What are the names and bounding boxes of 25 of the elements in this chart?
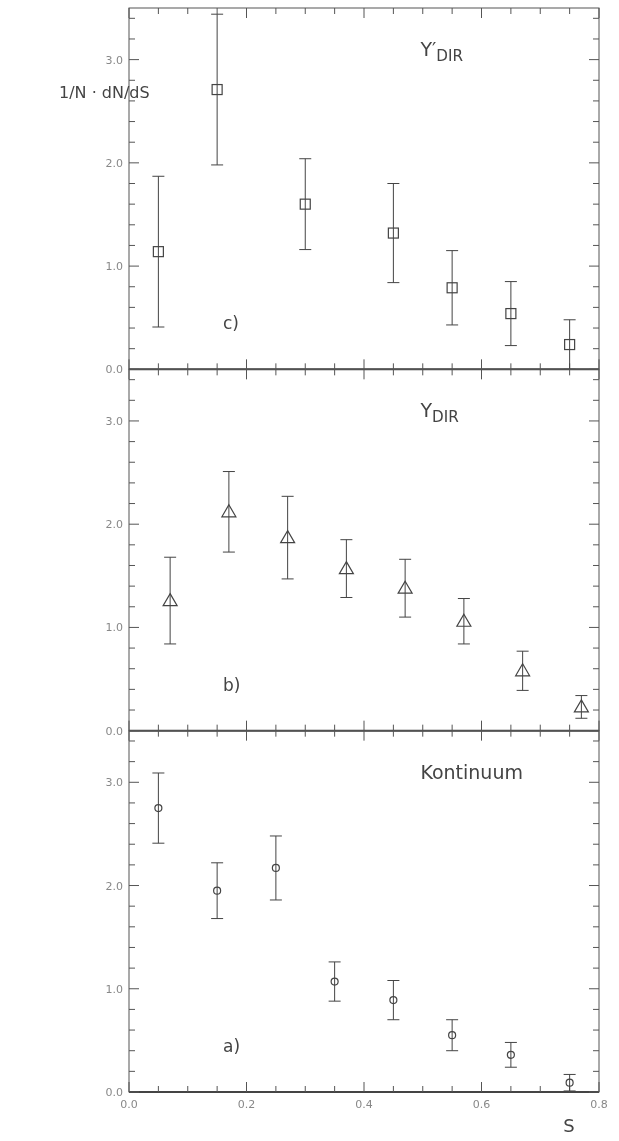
y-tick-label: 0.0 [105,1086,123,1099]
y-tick-label: 0.0 [105,724,123,738]
y-tick-label: 3.0 [105,53,123,67]
annotation: a) [223,1036,241,1056]
text: Υ′$_{DIR}$ [419,38,464,66]
y-tick-label: 1.0 [105,621,123,635]
y-tick-label: 3.0 [105,776,123,790]
y-tick-label: 1.0 [105,260,123,274]
y-tick-label: 2.0 [105,518,123,532]
x-tick-label: 0.4 [355,1098,373,1111]
text: Kontinuum [420,760,523,783]
y-tick-label: 2.0 [105,879,123,893]
x-tick-label: 0.8 [590,1098,608,1111]
y-axis-title: 1/N · dN/dS [59,83,150,102]
annotation: b) [223,674,241,695]
annotation: c) [223,313,239,334]
y-tick-label: 2.0 [105,156,123,170]
x-tick-label: 0.6 [472,1098,491,1111]
y-tick-label: 0.0 [105,363,123,377]
y-tick-label: 1.0 [105,982,123,996]
x-tick-label: 0.0 [120,1098,138,1111]
text: Υ$_{DIR}$ [419,399,460,427]
y-tick-label: 3.0 [105,414,123,428]
x-tick-label: 0.2 [237,1098,256,1111]
x-axis-title: S [563,1115,575,1136]
